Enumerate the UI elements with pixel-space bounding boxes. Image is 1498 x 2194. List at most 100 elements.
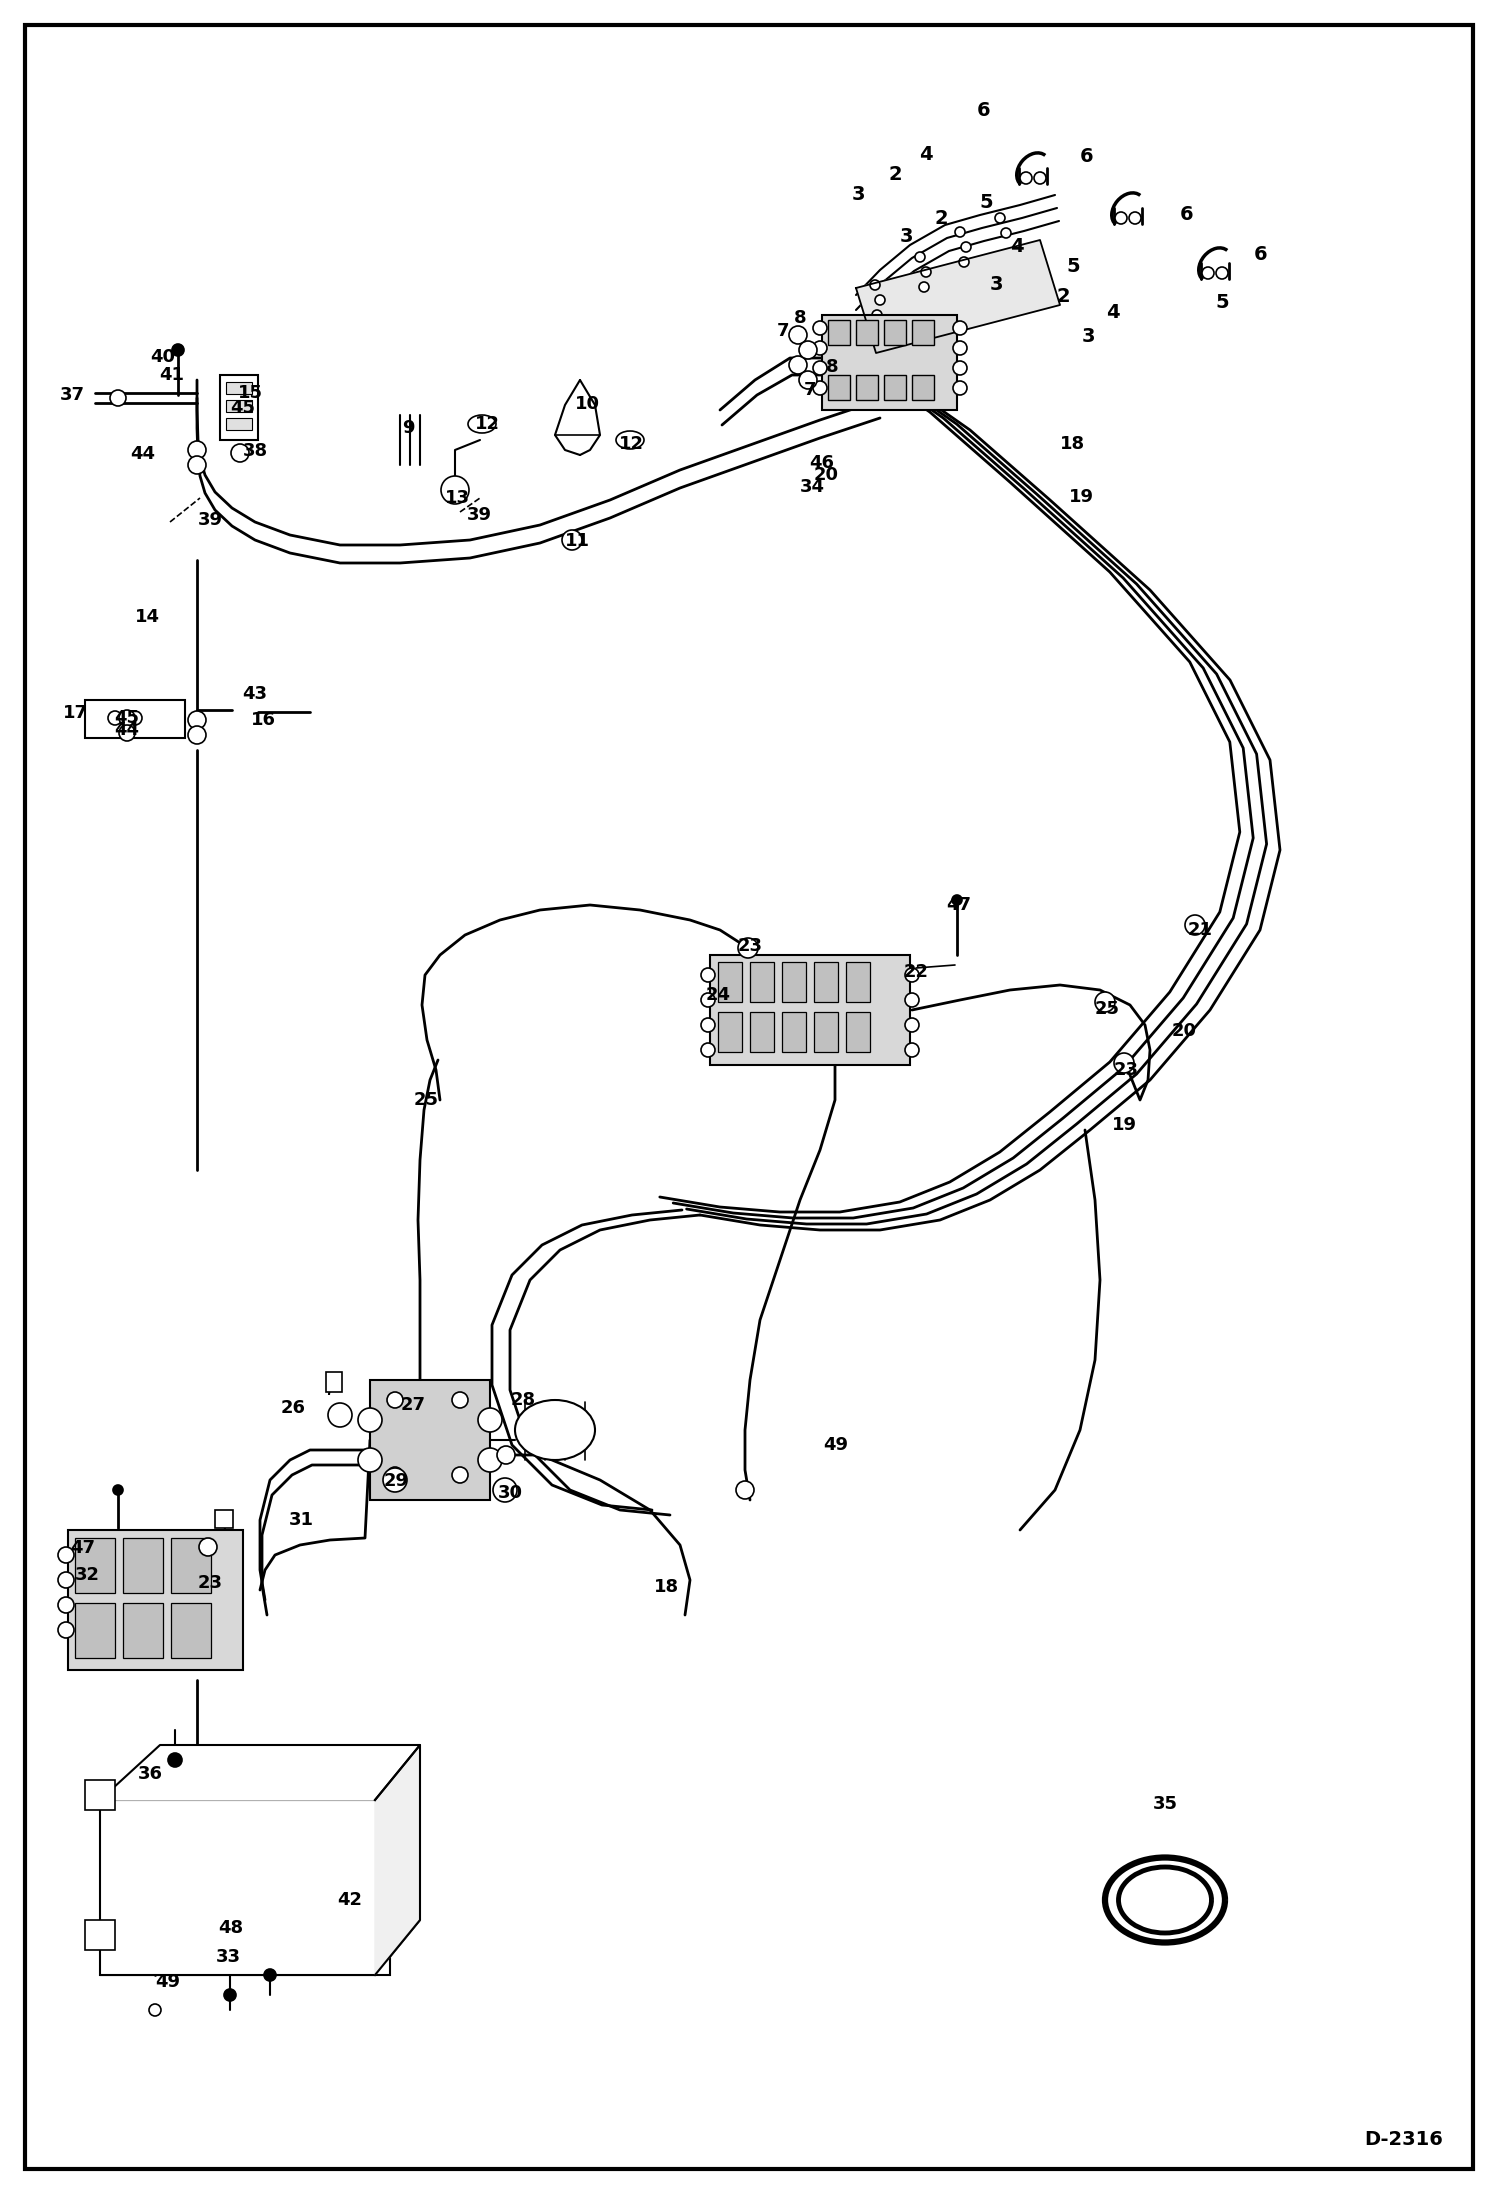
Text: 4: 4 — [920, 145, 933, 165]
Bar — [226, 419, 252, 430]
Circle shape — [231, 443, 249, 463]
Circle shape — [452, 1468, 467, 1483]
Text: 48: 48 — [219, 1920, 244, 1937]
Circle shape — [918, 283, 929, 292]
Bar — [327, 1371, 342, 1391]
Text: 43: 43 — [243, 685, 268, 702]
Text: 2: 2 — [935, 208, 948, 228]
Bar — [846, 1011, 870, 1051]
Text: 41: 41 — [159, 366, 184, 384]
Polygon shape — [100, 1744, 419, 1799]
Bar — [85, 700, 184, 737]
Circle shape — [1095, 992, 1115, 1011]
Text: 35: 35 — [1152, 1795, 1177, 1812]
Circle shape — [789, 355, 807, 373]
Circle shape — [386, 1468, 403, 1483]
Text: 4: 4 — [1010, 237, 1023, 257]
Circle shape — [739, 939, 758, 959]
Bar — [171, 1538, 211, 1593]
Circle shape — [870, 281, 879, 290]
Circle shape — [148, 2003, 160, 2016]
Bar — [912, 375, 933, 399]
Text: 4: 4 — [1106, 303, 1121, 323]
Circle shape — [953, 362, 968, 375]
Text: 8: 8 — [825, 358, 839, 375]
Bar — [718, 1011, 742, 1051]
Circle shape — [497, 1446, 515, 1463]
Text: 19: 19 — [1068, 487, 1094, 507]
Text: 12: 12 — [475, 415, 499, 432]
Bar — [855, 320, 878, 344]
Text: 19: 19 — [1112, 1117, 1137, 1134]
Text: 6: 6 — [1080, 147, 1094, 165]
Circle shape — [58, 1571, 73, 1588]
Text: 7: 7 — [804, 382, 816, 399]
Circle shape — [108, 711, 121, 724]
Text: 23: 23 — [198, 1573, 223, 1593]
Text: 21: 21 — [1188, 921, 1212, 939]
Circle shape — [478, 1409, 502, 1433]
Circle shape — [383, 1468, 407, 1492]
Circle shape — [1034, 171, 1046, 184]
Circle shape — [199, 1538, 217, 1556]
Ellipse shape — [467, 415, 496, 432]
Circle shape — [921, 268, 930, 276]
Circle shape — [701, 968, 715, 983]
Text: 25: 25 — [1095, 1000, 1119, 1018]
Text: 25: 25 — [413, 1090, 439, 1108]
Circle shape — [995, 213, 1005, 224]
Text: 6: 6 — [1180, 204, 1194, 224]
Bar — [123, 1604, 163, 1659]
Text: 3: 3 — [989, 276, 1002, 294]
Bar — [813, 1011, 837, 1051]
Text: 11: 11 — [565, 531, 590, 551]
Text: 26: 26 — [280, 1400, 306, 1417]
Bar — [782, 961, 806, 1003]
Text: 3: 3 — [851, 186, 864, 204]
Text: 6: 6 — [1254, 246, 1267, 265]
Text: 28: 28 — [511, 1391, 536, 1409]
Bar — [710, 954, 909, 1064]
Bar — [100, 1799, 389, 1975]
Bar — [220, 375, 258, 441]
Circle shape — [1001, 228, 1011, 237]
Text: 5: 5 — [1215, 294, 1228, 312]
Circle shape — [562, 531, 583, 551]
Bar — [750, 1011, 774, 1051]
Bar — [226, 399, 252, 412]
Circle shape — [358, 1448, 382, 1472]
Circle shape — [1129, 213, 1141, 224]
Bar — [75, 1604, 115, 1659]
Text: 16: 16 — [250, 711, 276, 728]
Text: 22: 22 — [903, 963, 929, 981]
Circle shape — [1216, 268, 1228, 279]
Bar — [85, 1779, 115, 1810]
Circle shape — [905, 1018, 918, 1031]
Text: 49: 49 — [824, 1437, 848, 1455]
Text: 8: 8 — [794, 309, 806, 327]
Bar — [67, 1529, 243, 1670]
Text: 31: 31 — [289, 1512, 313, 1529]
Circle shape — [905, 1042, 918, 1058]
Circle shape — [956, 226, 965, 237]
Circle shape — [953, 320, 968, 336]
Circle shape — [118, 724, 135, 742]
Bar — [718, 961, 742, 1003]
Ellipse shape — [515, 1400, 595, 1459]
Circle shape — [813, 340, 827, 355]
Text: 44: 44 — [130, 445, 156, 463]
Circle shape — [813, 362, 827, 375]
Circle shape — [736, 1481, 753, 1499]
Circle shape — [264, 1968, 276, 1981]
Text: 44: 44 — [114, 722, 139, 739]
Circle shape — [112, 1485, 123, 1494]
Text: 39: 39 — [466, 507, 491, 524]
Text: 33: 33 — [216, 1948, 241, 1966]
Bar — [846, 961, 870, 1003]
Circle shape — [813, 382, 827, 395]
Circle shape — [1185, 915, 1204, 935]
Text: 20: 20 — [813, 465, 839, 485]
Circle shape — [440, 476, 469, 505]
Circle shape — [1115, 213, 1126, 224]
Circle shape — [109, 391, 126, 406]
